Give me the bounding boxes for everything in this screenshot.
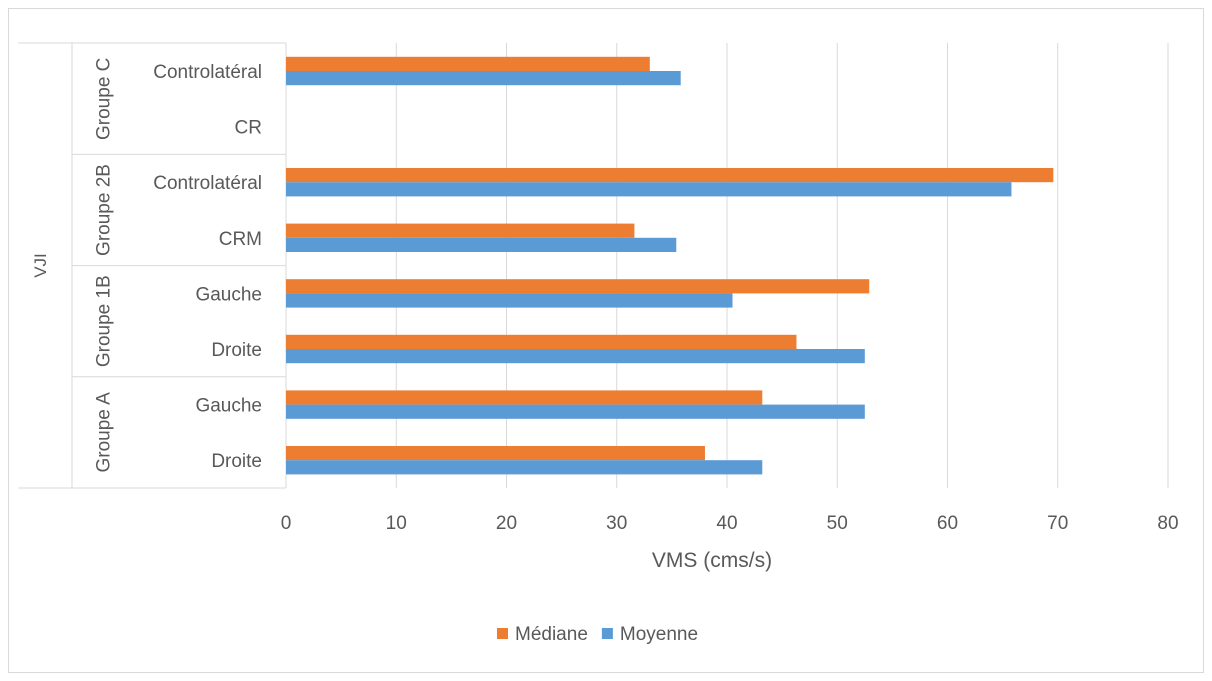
- group-label: Groupe 1B: [94, 275, 115, 367]
- group-label: Groupe 2B: [94, 164, 115, 256]
- bar-moyenne-5: [286, 237, 677, 252]
- group-label: Groupe A: [94, 392, 115, 473]
- legend-label: Moyenne: [620, 624, 698, 645]
- x-tick-label: 60: [937, 513, 958, 534]
- bar-moyenne-2: [286, 404, 865, 419]
- bar-moyenne-4: [286, 293, 733, 308]
- bar-moyenne-1: [286, 460, 763, 475]
- bar-m-diane-1: [286, 446, 705, 461]
- category-label: Controlatéral: [153, 173, 262, 194]
- bars: [286, 56, 1054, 475]
- labels: VJI VMS (cms/s) Droite Gauche Droite Gauche…: [31, 58, 1179, 572]
- legend-swatch: [601, 628, 613, 639]
- category-label: CRM: [219, 229, 262, 250]
- bar-moyenne-8: [286, 71, 681, 86]
- bar-m-diane-4: [286, 279, 870, 294]
- x-tick-label: 50: [827, 513, 848, 534]
- x-tick-label: 10: [386, 513, 407, 534]
- x-tick-label: 30: [606, 513, 627, 534]
- category-label: CR: [235, 118, 262, 139]
- legend: Médiane Moyenne: [497, 624, 698, 645]
- category-label: Gauche: [195, 396, 262, 417]
- legend-label: Médiane: [515, 624, 588, 645]
- x-tick-label: 0: [281, 513, 292, 534]
- x-tick-label: 40: [716, 513, 737, 534]
- bar-moyenne-6: [286, 182, 1012, 197]
- bar-moyenne-3: [286, 349, 865, 364]
- bar-m-diane-3: [286, 334, 797, 349]
- bar-m-diane-8: [286, 56, 650, 71]
- group-label: Groupe C: [94, 58, 115, 140]
- gridlines: [285, 43, 1169, 488]
- category-label: Controlatéral: [153, 62, 262, 83]
- x-tick-label: 80: [1157, 513, 1178, 534]
- outer-group-label: VJI: [31, 253, 50, 278]
- category-label: Droite: [211, 340, 262, 361]
- x-axis-title: VMS (cms/s): [652, 549, 772, 572]
- bar-m-diane-5: [286, 223, 635, 238]
- bar-m-diane-2: [286, 390, 763, 405]
- category-label: Gauche: [195, 284, 262, 305]
- axis-structure: [18, 42, 287, 489]
- x-tick-label: 20: [496, 513, 517, 534]
- category-label: Droite: [211, 451, 262, 472]
- x-tick-label: 70: [1047, 513, 1068, 534]
- legend-swatch: [497, 628, 508, 639]
- bar-m-diane-6: [286, 168, 1054, 183]
